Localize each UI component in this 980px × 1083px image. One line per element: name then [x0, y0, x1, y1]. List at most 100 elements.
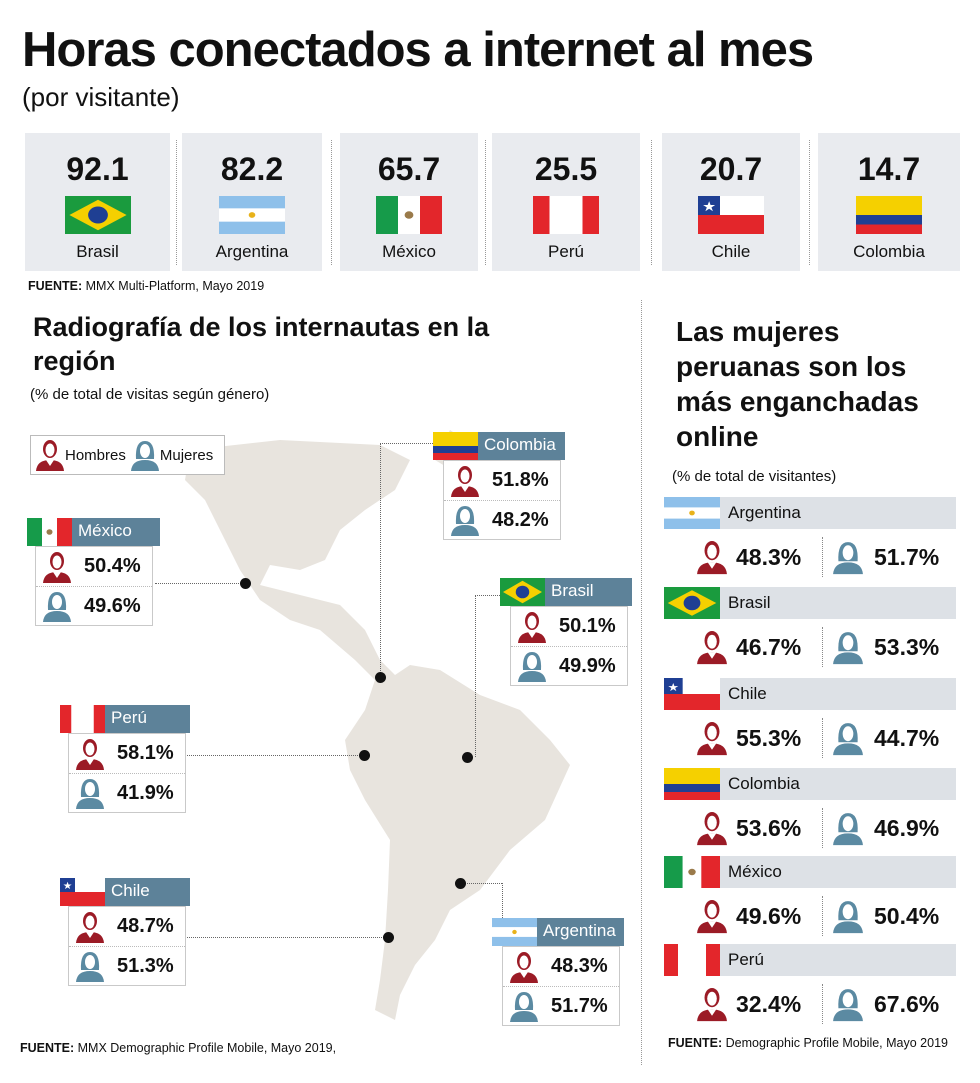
men-row: 50.1% [511, 607, 627, 646]
man-icon [696, 986, 728, 1022]
hours-value: 65.7 [377, 151, 441, 187]
svg-text:★: ★ [667, 681, 679, 694]
country-header: ★ Chile [664, 678, 956, 710]
country-label: Chile [711, 242, 751, 261]
man-icon [696, 810, 728, 846]
br-flag-icon [500, 578, 545, 606]
women-percent: 46.9% [874, 815, 940, 841]
hours-stat-card: 92.1 Brasil [25, 133, 170, 271]
stat-divider [176, 140, 177, 265]
gender-row: 46.7% 53.3% [664, 625, 956, 667]
women-percent: 67.6% [874, 991, 940, 1017]
mx-flag-icon [376, 196, 442, 234]
hours-stat-card: 25.5 Perú [492, 133, 640, 271]
mx-flag-icon [27, 518, 72, 546]
location-dot [375, 672, 386, 683]
man-icon [696, 720, 728, 756]
women-row: 48.2% [444, 500, 560, 539]
page-title: Horas conectados a internet al mes [22, 23, 814, 77]
callout-header: México [27, 518, 160, 546]
callout-values: 51.8% 48.2% [443, 460, 561, 540]
source-label: FUENTE: [20, 1041, 75, 1055]
country-label: Brasil [728, 593, 771, 612]
location-dot [359, 750, 370, 761]
men-percent: 50.1% [559, 615, 616, 637]
callout-country: Argentina [537, 918, 624, 946]
ar-flag-icon [492, 918, 537, 946]
mx-flag-icon [664, 856, 720, 888]
stat-divider [485, 140, 486, 265]
leader-line [502, 883, 503, 918]
location-dot [455, 878, 466, 889]
women-percent: 51.7% [551, 994, 608, 1017]
stat-divider [651, 140, 652, 265]
svg-text:★: ★ [702, 200, 716, 215]
divider [822, 537, 823, 577]
source-right: FUENTE: Demographic Profile Mobile, Mayo… [668, 1036, 948, 1050]
men-row: 50.4% [36, 547, 152, 586]
women-row: 49.6% [36, 586, 152, 625]
men-percent: 55.3% [736, 725, 802, 751]
women-percent: 44.7% [874, 725, 940, 751]
callout-country: México [72, 518, 160, 546]
country-header: Colombia [664, 768, 956, 800]
source-text: MMX Multi-Platform, Mayo 2019 [82, 279, 265, 293]
hours-stat-card: 65.7 México [340, 133, 478, 271]
location-dot [383, 932, 394, 943]
callout-country: Brasil [545, 578, 632, 606]
men-percent: 48.3% [736, 544, 802, 570]
women-row: 41.9% [69, 773, 185, 812]
callout-header: Colombia [433, 432, 565, 460]
country-header: Brasil [664, 587, 956, 619]
men-percent: 48.3% [551, 955, 608, 977]
cl-flag-icon: ★ [60, 878, 105, 906]
cl-flag-icon: ★ [698, 196, 764, 234]
women-section-title: Las mujeres peruanas son los más enganch… [676, 316, 919, 452]
legend-women: Mujeres [159, 446, 214, 464]
location-dot [240, 578, 251, 589]
hours-value: 25.5 [534, 151, 598, 187]
woman-icon [832, 986, 864, 1022]
man-icon [696, 539, 728, 575]
source-text: MMX Demographic Profile Mobile, Mayo 201… [74, 1041, 337, 1055]
source-text: Demographic Profile Mobile, Mayo 2019 [722, 1036, 948, 1050]
divider [822, 718, 823, 758]
callout-country: Chile [105, 878, 190, 906]
woman-icon [75, 950, 105, 982]
leader-line [475, 595, 500, 596]
woman-icon [42, 590, 72, 622]
section-divider [641, 300, 642, 1065]
hours-value: 14.7 [857, 151, 921, 187]
gender-row: 55.3% 44.7% [664, 716, 956, 758]
leader-line [187, 937, 388, 938]
source-label: FUENTE: [28, 279, 83, 293]
gender-row: 32.4% 67.6% [664, 982, 956, 1024]
callout-header: ★ Chile [60, 878, 190, 906]
woman-icon [832, 810, 864, 846]
hours-value: 20.7 [699, 151, 763, 187]
men-percent: 32.4% [736, 991, 802, 1017]
map-legend: Hombres Mujeres [30, 435, 225, 475]
co-flag-icon [856, 196, 922, 234]
callout-values: 58.1% 41.9% [68, 733, 186, 813]
women-percent: 48.2% [492, 508, 549, 531]
divider [822, 808, 823, 848]
man-icon [696, 629, 728, 665]
women-percent: 49.9% [559, 654, 616, 677]
cl-flag-icon: ★ [664, 678, 720, 710]
man-icon [509, 951, 539, 983]
divider [822, 627, 823, 667]
source-top: FUENTE: MMX Multi-Platform, Mayo 2019 [28, 279, 264, 293]
divider [822, 984, 823, 1024]
man-icon [517, 611, 547, 643]
ar-flag-icon [664, 497, 720, 529]
women-row: 51.3% [69, 946, 185, 985]
men-percent: 51.8% [492, 469, 549, 491]
man-icon [42, 551, 72, 583]
man-icon [450, 465, 480, 497]
pe-flag-icon [60, 705, 105, 733]
hours-stat-card: 82.2 Argentina [182, 133, 322, 271]
women-percent: 51.3% [117, 954, 174, 977]
hours-value: 92.1 [66, 151, 129, 187]
co-flag-icon [433, 432, 478, 460]
